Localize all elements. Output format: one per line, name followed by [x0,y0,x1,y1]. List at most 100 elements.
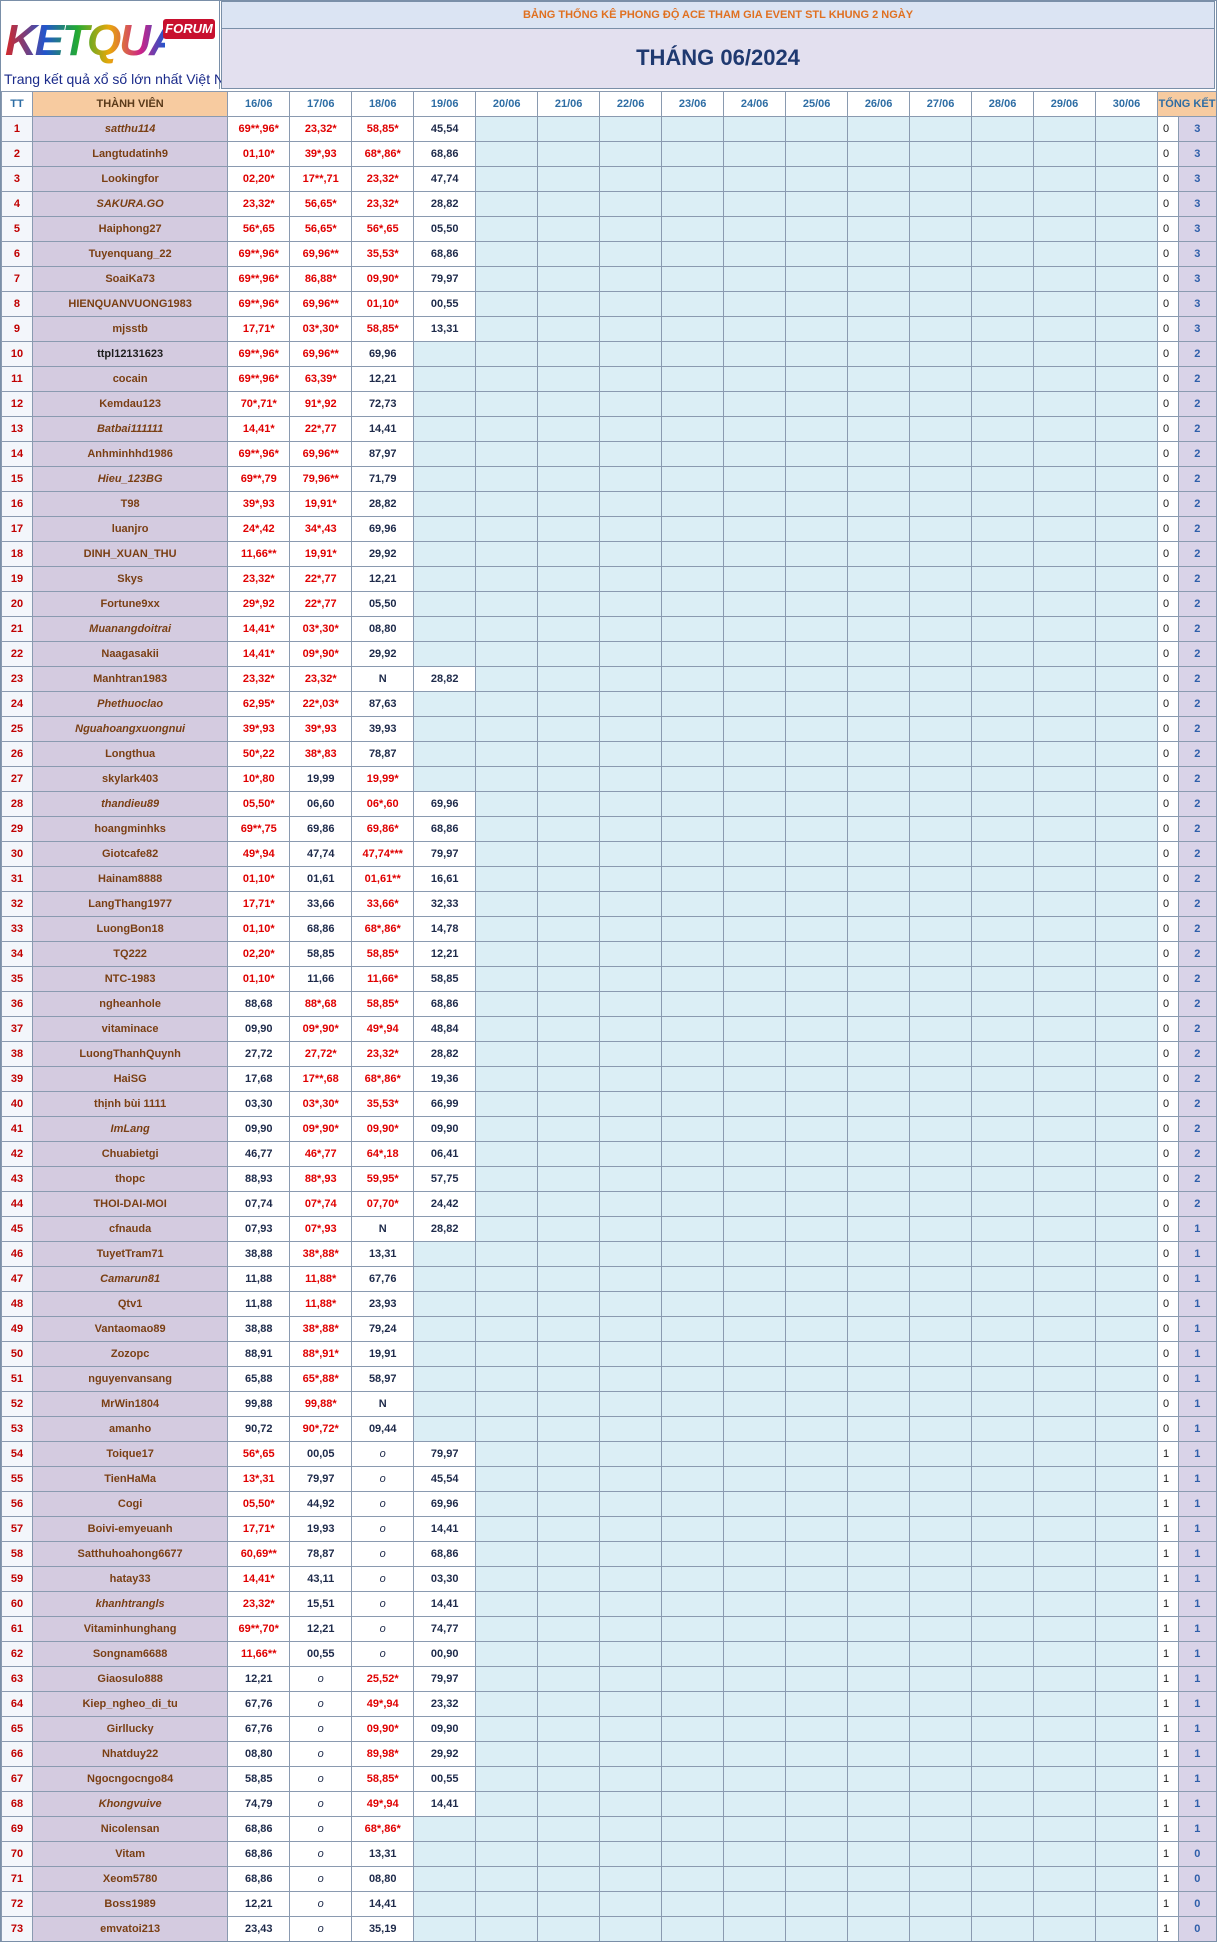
member-name[interactable]: Camarun81 [31,1266,229,1292]
total-score-cell: 3 [1177,191,1217,217]
empty-day-cell [1033,1191,1097,1217]
member-name[interactable]: Phethuoclao [31,691,229,717]
member-name[interactable]: SAKURA.GO [31,191,229,217]
empty-day-cell [723,1741,787,1767]
member-name[interactable]: Batbai111111 [31,416,229,442]
member-name[interactable]: HIENQUANVUONG1983 [31,291,229,317]
member-name[interactable]: TienHaMa [31,1466,229,1492]
member-name[interactable]: Toique17 [31,1441,229,1467]
member-name[interactable]: T98 [31,491,229,517]
member-name[interactable]: DINH_XUAN_THU [31,541,229,567]
member-name[interactable]: LangThang1977 [31,891,229,917]
prediction-cell: 69**,96* [227,441,291,467]
member-name[interactable]: LuongThanhQuynh [31,1041,229,1067]
member-name[interactable]: Manhtran1983 [31,666,229,692]
member-name[interactable]: Vitaminhunghang [31,1616,229,1642]
member-name[interactable]: Ngocngocngo84 [31,1766,229,1792]
total-score-cell: 2 [1177,616,1217,642]
member-name[interactable]: hatay33 [31,1566,229,1592]
empty-day-cell [661,591,725,617]
member-name[interactable]: Boss1989 [31,1891,229,1917]
member-name[interactable]: vitaminace [31,1016,229,1042]
member-name[interactable]: Chuabietgi [31,1141,229,1167]
member-name[interactable]: skylark403 [31,766,229,792]
empty-day-cell [971,791,1035,817]
member-name[interactable]: thandieu89 [31,791,229,817]
member-name[interactable]: Girllucky [31,1716,229,1742]
member-name[interactable]: TQ222 [31,941,229,967]
member-name[interactable]: Khongvuive [31,1791,229,1817]
member-name[interactable]: Cogi [31,1491,229,1517]
member-name[interactable]: Kiep_ngheo_di_tu [31,1691,229,1717]
member-name[interactable]: Muanangdoitrai [31,616,229,642]
member-name[interactable]: HaiSG [31,1066,229,1092]
member-name[interactable]: Nhatduy22 [31,1741,229,1767]
prediction-cell: 33,66* [351,891,415,917]
member-name[interactable]: Fortune9xx [31,591,229,617]
member-name[interactable]: Giotcafe82 [31,841,229,867]
empty-day-cell [1033,366,1097,392]
table-row: 30 Giotcafe82 49*,94 47,74 47,74*** 79,97 0 2 [1,841,1217,867]
member-name[interactable]: Vantaomao89 [31,1316,229,1342]
member-name[interactable]: nguyenvansang [31,1366,229,1392]
member-name[interactable]: Anhminhhd1986 [31,441,229,467]
prediction-cell: o [351,1566,415,1592]
member-name[interactable]: Zozopc [31,1341,229,1367]
member-name[interactable]: Lookingfor [31,166,229,192]
member-name[interactable]: satthu114 [31,116,229,142]
member-name[interactable]: ngheanhole [31,991,229,1017]
member-name[interactable]: thịnh bùi 1111 [31,1091,229,1117]
member-name[interactable]: Boivi-emyeuanh [31,1516,229,1542]
member-name[interactable]: Satthuhoahong6677 [31,1541,229,1567]
row-number: 50 [1,1341,33,1367]
empty-day-cell [723,1716,787,1742]
empty-day-cell [1095,866,1159,892]
member-name[interactable]: mjsstb [31,316,229,342]
member-name[interactable]: ImLang [31,1116,229,1142]
member-name[interactable]: Nguahoangxuongnui [31,716,229,742]
empty-day-cell [1095,1266,1159,1292]
member-name[interactable]: emvatoi213 [31,1916,229,1942]
prediction-cell: o [289,1841,353,1867]
member-name[interactable]: ttpl12131623 [31,341,229,367]
member-name[interactable]: THOI-DAI-MOI [31,1191,229,1217]
member-name[interactable]: Tuyenquang_22 [31,241,229,267]
prediction-cell: 43,11 [289,1566,353,1592]
member-name[interactable]: cocain [31,366,229,392]
member-name[interactable]: Haiphong27 [31,216,229,242]
empty-day-cell [847,1516,911,1542]
member-name[interactable]: Hieu_123BG [31,466,229,492]
member-name[interactable]: khanhtrangls [31,1591,229,1617]
row-number: 27 [1,766,33,792]
member-name[interactable]: Skys [31,566,229,592]
row-number: 68 [1,1791,33,1817]
member-name[interactable]: Songnam6688 [31,1641,229,1667]
member-name[interactable]: hoangminhks [31,816,229,842]
member-name[interactable]: Vitam [31,1841,229,1867]
member-name[interactable]: Qtv1 [31,1291,229,1317]
member-name[interactable]: Kemdau123 [31,391,229,417]
member-name[interactable]: TuyetTram71 [31,1241,229,1267]
prediction-cell: 58,85* [351,941,415,967]
member-name[interactable]: Nicolensan [31,1816,229,1842]
miss-count-cell: 0 [1157,416,1179,442]
member-name[interactable]: Giaosulo888 [31,1666,229,1692]
member-name[interactable]: MrWin1804 [31,1391,229,1417]
member-name[interactable]: SoaiKa73 [31,266,229,292]
member-name[interactable]: Langtudatinh9 [31,141,229,167]
member-name[interactable]: thopc [31,1166,229,1192]
member-name[interactable]: Longthua [31,741,229,767]
prediction-cell: 46,77 [227,1141,291,1167]
empty-day-cell [971,1391,1035,1417]
empty-day-cell [971,1266,1035,1292]
member-name[interactable]: luanjro [31,516,229,542]
member-name[interactable]: LuongBon18 [31,916,229,942]
member-name[interactable]: Xeom5780 [31,1866,229,1892]
member-name[interactable]: cfnauda [31,1216,229,1242]
member-name[interactable]: NTC-1983 [31,966,229,992]
member-name[interactable]: Naagasakii [31,641,229,667]
empty-day-cell [661,566,725,592]
member-name[interactable]: Hainam8888 [31,866,229,892]
member-name[interactable]: amanho [31,1416,229,1442]
forum-logo[interactable]: KETQUA2 FORUM Trang kết quả xổ số lớn nh… [1,1,244,89]
